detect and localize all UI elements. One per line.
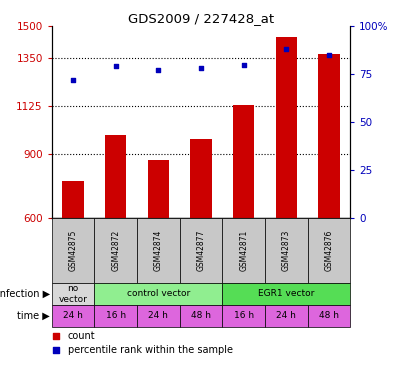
Point	[70, 77, 76, 83]
Bar	[52, 217, 94, 283]
Text: percentile rank within the sample: percentile rank within the sample	[68, 345, 233, 355]
Text: 24 h: 24 h	[63, 311, 83, 320]
Text: 48 h: 48 h	[191, 311, 211, 320]
Bar	[190, 139, 212, 218]
Point	[326, 52, 332, 58]
Text: GSM42873: GSM42873	[282, 230, 291, 271]
Text: EGR1 vector: EGR1 vector	[258, 290, 314, 298]
Point	[198, 65, 204, 71]
Bar	[137, 305, 179, 327]
Bar	[233, 105, 254, 218]
Bar	[275, 37, 297, 218]
Bar	[265, 305, 308, 327]
Bar	[94, 305, 137, 327]
Text: infection ▶: infection ▶	[0, 289, 50, 299]
Point	[240, 62, 247, 68]
Bar	[94, 283, 222, 305]
Text: GSM42872: GSM42872	[111, 230, 120, 271]
Bar	[222, 283, 350, 305]
Text: no
vector: no vector	[59, 284, 88, 304]
Point	[53, 333, 59, 339]
Text: count: count	[68, 331, 95, 341]
Text: GSM42875: GSM42875	[68, 230, 78, 271]
Bar	[308, 217, 350, 283]
Bar	[52, 305, 94, 327]
Point	[155, 67, 162, 73]
Text: 48 h: 48 h	[319, 311, 339, 320]
Text: 24 h: 24 h	[276, 311, 296, 320]
Title: GDS2009 / 227428_at: GDS2009 / 227428_at	[128, 12, 274, 25]
Bar	[318, 54, 339, 217]
Bar	[179, 305, 222, 327]
Bar	[94, 217, 137, 283]
Text: 16 h: 16 h	[234, 311, 254, 320]
Bar	[308, 305, 350, 327]
Text: GSM42871: GSM42871	[239, 230, 248, 271]
Bar	[222, 217, 265, 283]
Text: 24 h: 24 h	[148, 311, 168, 320]
Bar	[265, 217, 308, 283]
Text: control vector: control vector	[127, 290, 190, 298]
Text: GSM42874: GSM42874	[154, 230, 163, 271]
Bar	[52, 283, 94, 305]
Bar	[222, 305, 265, 327]
Bar	[105, 135, 127, 218]
Text: 16 h: 16 h	[105, 311, 126, 320]
Bar	[179, 217, 222, 283]
Bar	[137, 217, 179, 283]
Point	[113, 63, 119, 69]
Text: GSM42876: GSM42876	[324, 230, 334, 271]
Point	[53, 347, 59, 353]
Text: GSM42877: GSM42877	[197, 230, 205, 271]
Text: time ▶: time ▶	[17, 311, 50, 321]
Bar	[148, 160, 169, 218]
Bar	[62, 182, 84, 218]
Point	[283, 46, 289, 52]
